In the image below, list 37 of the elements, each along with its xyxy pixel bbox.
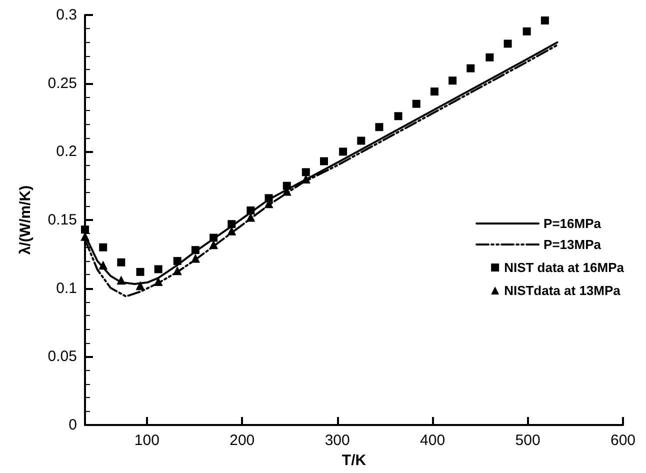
y-tick-label: 0.3	[56, 6, 77, 24]
y-tick-label: 0.1	[56, 280, 77, 297]
y-tick-label: 0.2	[56, 143, 77, 160]
y-tick-label: 0.15	[48, 212, 77, 228]
legend-label: P=16MPa	[544, 216, 602, 231]
point	[302, 168, 310, 176]
x-tick-label: 600	[610, 432, 636, 449]
point	[136, 268, 144, 276]
point	[466, 64, 475, 72]
point	[504, 40, 512, 48]
point	[154, 265, 162, 274]
point	[412, 100, 420, 108]
y-tick-label: 0	[68, 416, 77, 434]
point	[486, 53, 494, 62]
point	[117, 258, 126, 266]
legend-label: NIST data at 16MPa	[504, 260, 625, 275]
legend-label: P=13MPa	[544, 237, 602, 252]
x-tick-label: 200	[230, 432, 255, 449]
x-tick-label: 400	[420, 432, 446, 449]
point	[357, 136, 366, 145]
y-tick-label: 0.05	[48, 348, 77, 366]
point	[448, 76, 457, 85]
y-tick-label: 0.25	[48, 74, 77, 92]
legend-label: NISTdata at 13MPa	[504, 283, 622, 298]
x-tick-label: 100	[134, 432, 160, 449]
y-axis-title: λ/(W/m/K)	[17, 185, 34, 255]
x-axis-title: T/K	[342, 452, 366, 469]
point	[99, 243, 108, 252]
point	[339, 148, 348, 156]
point	[430, 88, 438, 96]
point	[320, 157, 328, 166]
x-tick-label: 500	[515, 432, 540, 449]
point	[394, 112, 402, 120]
point	[375, 123, 384, 132]
point	[540, 16, 549, 24]
x-tick-label: 300	[324, 432, 350, 449]
point	[522, 27, 531, 36]
